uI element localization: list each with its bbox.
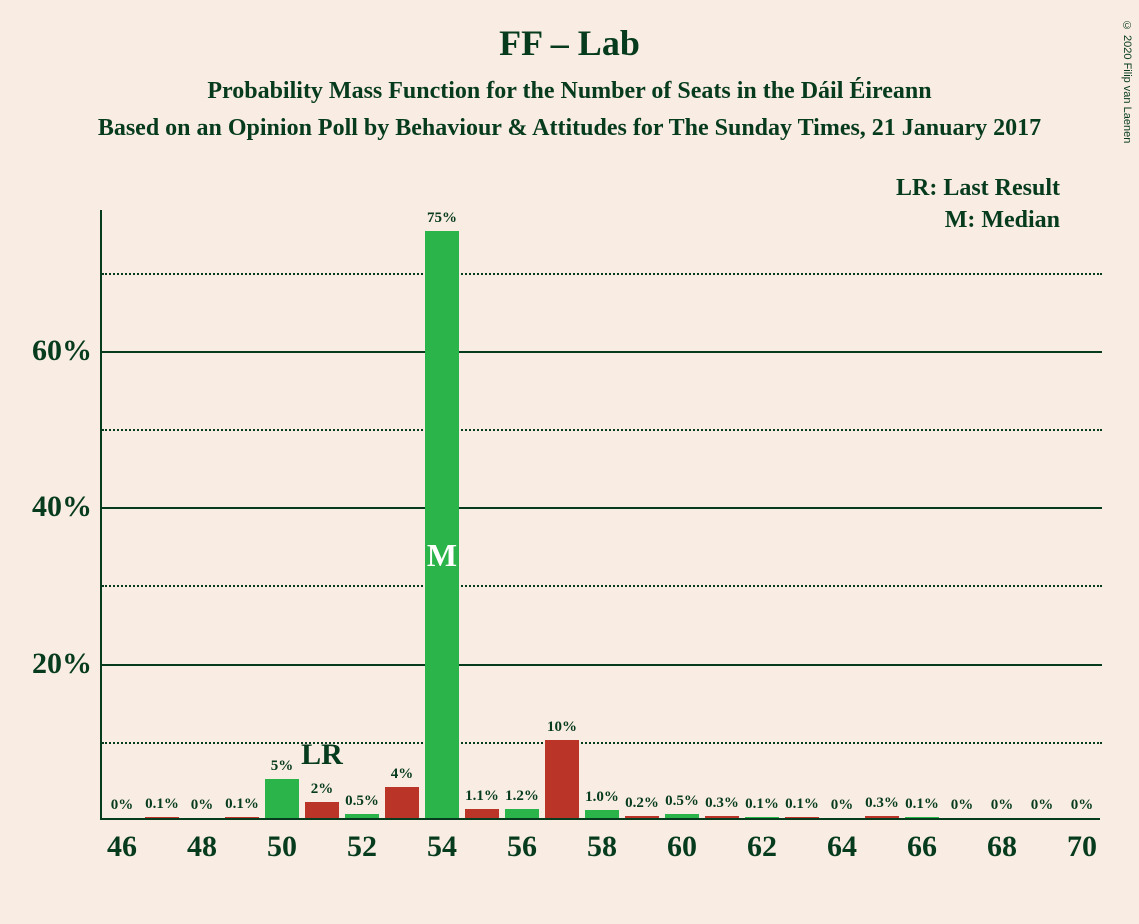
bar [705,816,739,818]
ytick-label: 60% [12,334,92,368]
last-result-marker: LR [301,738,343,772]
bar [585,810,619,818]
bar-value-label: 0.3% [865,795,899,812]
chart-title: FF – Lab [0,0,1139,64]
bar-value-label: 2% [311,781,334,798]
bar-value-label: 0.2% [625,795,659,812]
bar-value-label: 1.0% [585,789,619,806]
gridline-major [102,351,1102,353]
gridline-major [102,507,1102,509]
bar [865,816,899,818]
xtick-label: 60 [667,830,697,864]
xtick-label: 52 [347,830,377,864]
bar [225,817,259,818]
gridline-minor [102,585,1102,587]
bar [745,817,779,818]
chart-area: LR: Last Result M: Median 20%40%60%46485… [100,210,1100,820]
bar-value-label: 1.2% [505,788,539,805]
bar-value-label: 0% [191,797,214,814]
bar [345,814,379,818]
bar-value-label: 0.3% [705,795,739,812]
xtick-label: 68 [987,830,1017,864]
bar [425,231,459,818]
bar [505,809,539,818]
bar-value-label: 0.1% [905,796,939,813]
bar-value-label: 0% [991,797,1014,814]
bar-value-label: 0% [111,797,134,814]
bar [145,817,179,818]
bar-value-label: 0% [831,797,854,814]
xtick-label: 48 [187,830,217,864]
bar [265,779,299,818]
bar [625,816,659,818]
bar [905,817,939,818]
bar-value-label: 0.1% [745,796,779,813]
bar [545,740,579,818]
chart-subtitle-1: Probability Mass Function for the Number… [0,64,1139,105]
xtick-label: 64 [827,830,857,864]
bar [385,787,419,818]
bar [465,809,499,818]
xtick-label: 46 [107,830,137,864]
bar-value-label: 5% [271,758,294,775]
legend-lr: LR: Last Result [100,175,1100,202]
bar-value-label: 0.1% [225,796,259,813]
xtick-label: 54 [427,830,457,864]
xtick-label: 50 [267,830,297,864]
bar-value-label: 0.1% [785,796,819,813]
xtick-label: 62 [747,830,777,864]
bar-value-label: 4% [391,766,414,783]
bar-value-label: 0% [951,797,974,814]
xtick-label: 56 [507,830,537,864]
bar-value-label: 0% [1031,797,1054,814]
gridline-minor [102,742,1102,744]
xtick-label: 58 [587,830,617,864]
copyright-text: © 2020 Filip van Laenen [1121,20,1133,143]
bar-value-label: 1.1% [465,788,499,805]
xtick-label: 66 [907,830,937,864]
bar-value-label: 0.1% [145,796,179,813]
median-marker: M [427,537,457,574]
gridline-minor [102,273,1102,275]
chart-subtitle-2: Based on an Opinion Poll by Behaviour & … [0,105,1139,142]
bar-value-label: 10% [547,719,577,736]
bar [305,802,339,818]
gridline-minor [102,429,1102,431]
ytick-label: 20% [12,647,92,681]
bar-value-label: 0% [1071,797,1094,814]
bar-value-label: 0.5% [665,793,699,810]
bar [665,814,699,818]
plot-region: 20%40%60%464850525456586062646668700%0.1… [100,210,1100,820]
bar-value-label: 75% [427,210,457,227]
gridline-major [102,664,1102,666]
ytick-label: 40% [12,490,92,524]
bar-value-label: 0.5% [345,793,379,810]
xtick-label: 70 [1067,830,1097,864]
bar [785,817,819,818]
